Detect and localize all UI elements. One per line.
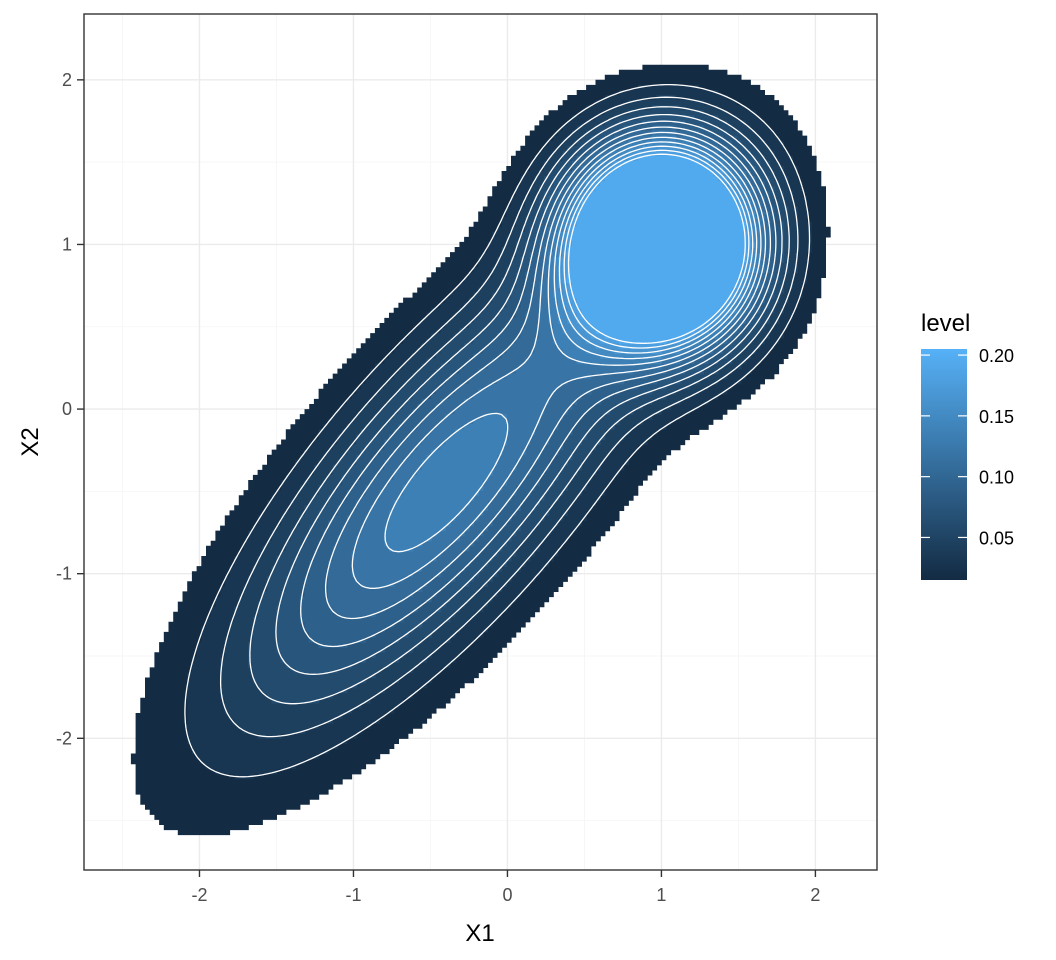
contour-line-8	[553, 141, 758, 360]
x-tick-label: 2	[810, 885, 820, 905]
legend-tick-label: 0.05	[979, 528, 1014, 548]
legend: level 0.05 0.10 0.15 0.20	[921, 310, 1014, 580]
y-tick-label: 0	[62, 399, 72, 419]
contour-line-7	[384, 136, 762, 553]
contour-line-1	[219, 96, 799, 738]
contour-line-3	[275, 113, 783, 675]
x-tick-label: -1	[345, 885, 361, 905]
x-tick-label: -2	[191, 885, 207, 905]
x-tick-label: 1	[656, 885, 666, 905]
contour-line-11	[567, 153, 746, 344]
legend-ticks: 0.05 0.10 0.15 0.20	[921, 346, 1014, 548]
x-axis-title: X1	[465, 920, 494, 947]
contour-line-5	[324, 126, 772, 620]
y-tick-label: -2	[56, 728, 72, 748]
contour-line-0	[184, 83, 811, 778]
y-tick-label: 2	[62, 70, 72, 90]
x-tick-label: 0	[502, 885, 512, 905]
legend-tick-label: 0.10	[979, 468, 1014, 488]
y-tick-label: -1	[56, 564, 72, 584]
contour-line-6	[351, 131, 767, 589]
density-band-12	[567, 155, 747, 344]
contour-line-9	[558, 145, 754, 354]
contour-line-10	[563, 149, 750, 349]
y-axis-title: X2	[17, 427, 44, 456]
contour-line-2	[249, 106, 790, 705]
legend-tick-label: 0.20	[979, 346, 1014, 366]
contour-line-4	[300, 120, 777, 648]
legend-colorbar	[921, 349, 967, 580]
x-axis: -2 -1 0 1 2	[191, 870, 820, 905]
density-contours	[130, 64, 831, 836]
legend-title: level	[921, 310, 970, 337]
legend-tick-label: 0.15	[979, 407, 1014, 427]
y-axis: -2 -1 0 1 2	[56, 70, 84, 748]
y-tick-label: 1	[62, 234, 72, 254]
panel-border	[83, 13, 878, 871]
